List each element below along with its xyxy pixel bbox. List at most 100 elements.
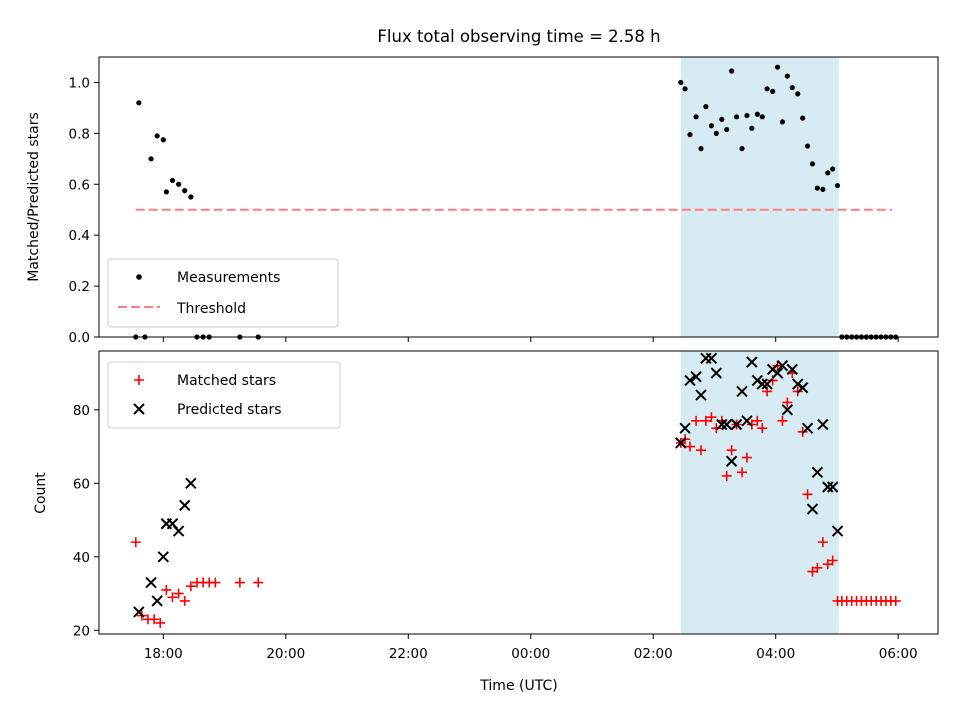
predicted-star-point: [781, 404, 794, 416]
matched-star-point: [700, 415, 711, 426]
matched-star-point: [741, 452, 752, 463]
bottom-y-tick-label: 20: [73, 623, 90, 639]
measurement-point: [809, 161, 816, 167]
bottom-legend-box: [107, 361, 341, 429]
measurement-point: [820, 186, 826, 192]
x-tick-label: 06:00: [879, 646, 918, 662]
matched-star-point: [721, 470, 732, 481]
top-y-tick-label: 0.4: [69, 228, 90, 244]
measurement-point: [754, 111, 760, 117]
top-x-ticks: [162, 337, 899, 342]
measurement-point: [733, 114, 740, 120]
x-tick-label: 04:00: [756, 646, 795, 662]
predicted-star-point: [185, 477, 197, 490]
x-tick-label: 20:00: [266, 646, 305, 662]
bottom-y-tick-label: 40: [73, 550, 90, 566]
measurement-point: [834, 182, 841, 189]
measurement-point: [693, 114, 699, 120]
measurement-point: [789, 84, 795, 91]
top-y-tick-label: 0.6: [69, 177, 90, 193]
measurement-point: [800, 115, 806, 121]
measurements-legend-label: Measurements: [177, 270, 280, 286]
matched-star-point: [695, 445, 706, 456]
predicted-star-points: [133, 352, 844, 618]
measurement-point: [830, 166, 836, 172]
measurement-point: [160, 137, 166, 143]
matched-star-point: [711, 423, 722, 434]
measurement-point: [759, 114, 765, 120]
measurement-point: [774, 64, 781, 70]
matched-star-point: [179, 595, 190, 606]
predicted-star-point: [746, 356, 758, 368]
measurement-point: [825, 170, 831, 176]
measurement-point: [148, 156, 154, 162]
measurement-point: [708, 123, 715, 129]
predicted-star-point: [151, 595, 163, 607]
predicted-star-point: [705, 352, 718, 365]
predicted-star-point: [179, 499, 191, 512]
matched-star-point: [185, 581, 196, 592]
predicted-star-point: [771, 367, 784, 379]
predicted-star-point: [741, 415, 753, 427]
measurement-point: [188, 194, 194, 200]
predicted-star-point: [806, 503, 819, 515]
top-y-ticks: 0.0 0.2 0.4 0.6 0.8 1.0: [69, 75, 99, 346]
matched-star-point: [737, 467, 748, 478]
predicted-star-point: [710, 367, 723, 379]
matched-star-point: [827, 555, 838, 566]
measurement-point: [724, 126, 730, 133]
matched-star-point: [684, 441, 695, 452]
predicted-star-point: [761, 378, 773, 390]
measurement-point: [163, 189, 169, 195]
predicted-star-point: [831, 525, 844, 537]
top-y-tick-label: 0.8: [69, 126, 90, 142]
matched-star-point: [210, 577, 221, 588]
matched-star-point: [782, 397, 793, 408]
measurement-point: [687, 132, 693, 138]
measurement-point: [182, 188, 188, 194]
top-legend-box: [107, 258, 339, 328]
bottom-y-tick-label: 60: [73, 476, 90, 492]
matched-star-point: [167, 592, 178, 603]
matched-star-point: [757, 423, 768, 434]
predicted-star-point: [756, 378, 768, 390]
top-axes-frame: [98, 56, 939, 338]
measurement-point: [744, 112, 750, 119]
predicted-star-point: [133, 606, 145, 618]
predicted-star-point: [826, 481, 839, 493]
threshold-legend-label: Threshold: [176, 301, 246, 317]
predicted-star-point: [145, 576, 157, 589]
bottom-y-axis-label: Count: [33, 472, 49, 514]
bottom-legend: Matched stars Predicted stars: [107, 361, 341, 429]
measurement-point: [698, 146, 704, 152]
matched-star-point: [149, 614, 160, 625]
x-tick-label: 02:00: [634, 646, 673, 662]
predicted-star-point: [776, 359, 789, 372]
top-y-tick-label: 0.2: [69, 279, 90, 295]
predicted-star-point: [725, 455, 738, 467]
measurement-point: [749, 125, 755, 131]
measurements-legend-marker: [136, 274, 142, 280]
matched-star-point: [234, 577, 245, 588]
predicted-star-point: [716, 418, 728, 431]
bottom-x-ticks: 18:00 20:00 22:00 00:00 02:00 04:00 06:00: [144, 634, 918, 662]
predicted-star-point: [811, 466, 824, 478]
matched-star-point: [706, 412, 717, 423]
measurement-point: [814, 185, 820, 191]
measurement-point: [713, 130, 719, 136]
predicted-star-point: [801, 422, 814, 434]
predicted-star-point: [786, 363, 798, 376]
matched-star-point: [726, 445, 737, 456]
predicted-star-point: [684, 374, 696, 387]
predicted-star-point: [817, 418, 829, 431]
x-tick-label: 00:00: [511, 646, 550, 662]
measurement-point: [169, 177, 176, 184]
measurement-point: [764, 86, 770, 92]
measurement-point: [136, 100, 142, 106]
predicted-legend-glyph: [133, 403, 145, 415]
measurement-point: [739, 146, 745, 152]
measurement-point: [729, 68, 735, 74]
bottom-panel: 20 40 60 80 18:00 20:00 22:00 00:00 02:00 04:00 0…: [33, 350, 939, 694]
bottom-axes-frame: [98, 350, 939, 635]
